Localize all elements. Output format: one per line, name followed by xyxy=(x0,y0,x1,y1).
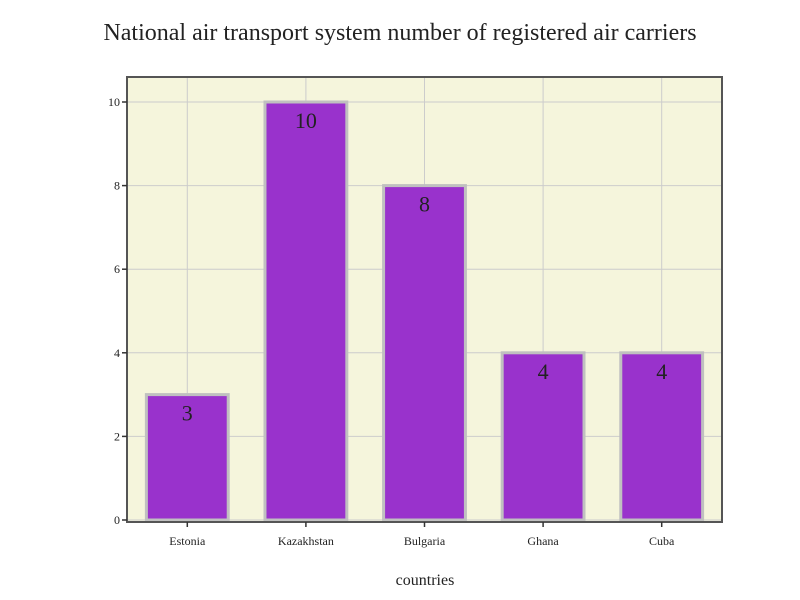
data-label-bulgaria: 8 xyxy=(419,192,430,217)
y-axis: 0 2 4 6 8 10 xyxy=(108,95,127,527)
x-tick-label: Bulgaria xyxy=(404,534,446,548)
bars xyxy=(144,100,705,522)
x-tick-label: Kazakhstan xyxy=(278,534,334,548)
y-tick-label: 10 xyxy=(108,95,120,109)
y-tick-label: 6 xyxy=(114,262,120,276)
data-label-estonia: 3 xyxy=(182,401,193,426)
x-axis-label: countries xyxy=(396,572,455,589)
bar-kazakhstan xyxy=(263,100,349,522)
bar-cuba xyxy=(619,351,705,522)
y-tick-label: 4 xyxy=(114,346,120,360)
x-tick-label: Cuba xyxy=(649,534,675,548)
data-label-ghana: 4 xyxy=(538,359,549,384)
bar-ghana xyxy=(500,351,586,522)
bar-bulgaria xyxy=(382,184,467,522)
data-labels: 3 10 8 4 4 xyxy=(182,108,667,426)
bar-estonia xyxy=(144,393,230,522)
y-tick-label: 8 xyxy=(114,179,120,193)
y-tick-label: 2 xyxy=(114,429,120,443)
data-label-kazakhstan: 10 xyxy=(295,108,317,133)
y-tick-label: 0 xyxy=(114,513,120,527)
x-tick-label: Ghana xyxy=(527,534,559,548)
chart-title: National air transport system number of … xyxy=(103,20,696,46)
x-tick-label: Estonia xyxy=(169,534,206,548)
data-label-cuba: 4 xyxy=(656,359,667,384)
x-axis: Estonia Kazakhstan Bulgaria Ghana Cuba xyxy=(169,522,675,548)
